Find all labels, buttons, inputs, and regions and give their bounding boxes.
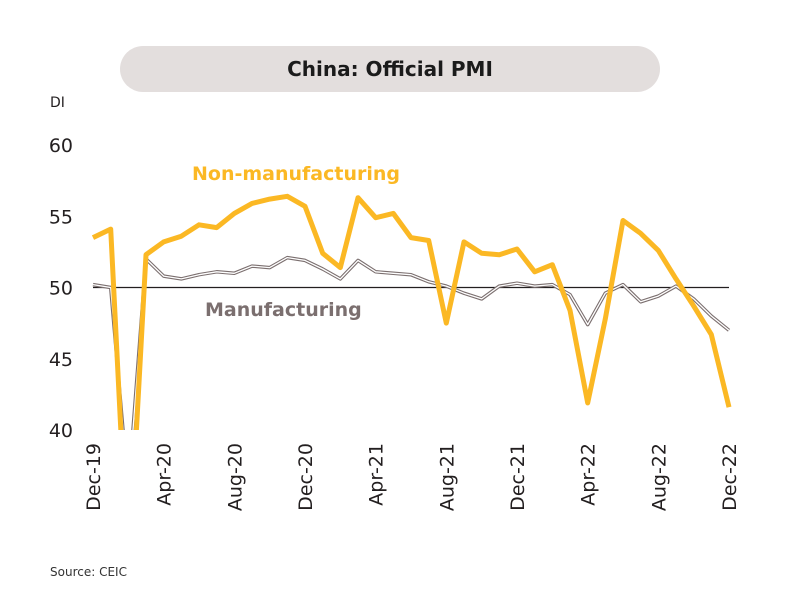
- x-tick-label: Dec-21: [507, 443, 529, 511]
- x-tick-label: Aug-20: [224, 443, 246, 511]
- manufacturing-line-outer: [92, 255, 731, 430]
- x-tick-label: Apr-22: [578, 443, 600, 506]
- x-tick-label: Dec-22: [719, 443, 741, 511]
- x-tick-label: Apr-21: [366, 443, 388, 506]
- x-tick-label: Dec-19: [83, 443, 105, 511]
- x-tick-label: Dec-20: [295, 443, 317, 511]
- x-tick-label: Aug-22: [648, 443, 670, 511]
- pmi-line-chart: 40 45 50 55 60 Dec-19 Apr-20 Aug-20 Dec-20 Apr-2…: [49, 95, 741, 511]
- y-tick-label: 60: [49, 135, 73, 157]
- x-tick-label: Aug-21: [436, 443, 458, 511]
- non-manufacturing-series-label: Non-manufacturing: [192, 163, 400, 185]
- manufacturing-series-label: Manufacturing: [205, 299, 362, 321]
- chart-title: China: Official PMI: [120, 46, 660, 92]
- source-note: Source: CEIC: [50, 565, 127, 579]
- non-manufacturing-line: [91, 193, 732, 430]
- x-tick-label: Apr-20: [154, 443, 176, 506]
- y-tick-label: 50: [49, 278, 73, 300]
- y-tick-label: 40: [49, 420, 73, 442]
- y-tick-label: 45: [49, 349, 73, 371]
- y-axis-label: DI: [50, 95, 65, 111]
- manufacturing-line-inner: [92, 256, 730, 430]
- y-tick-label: 55: [49, 206, 73, 228]
